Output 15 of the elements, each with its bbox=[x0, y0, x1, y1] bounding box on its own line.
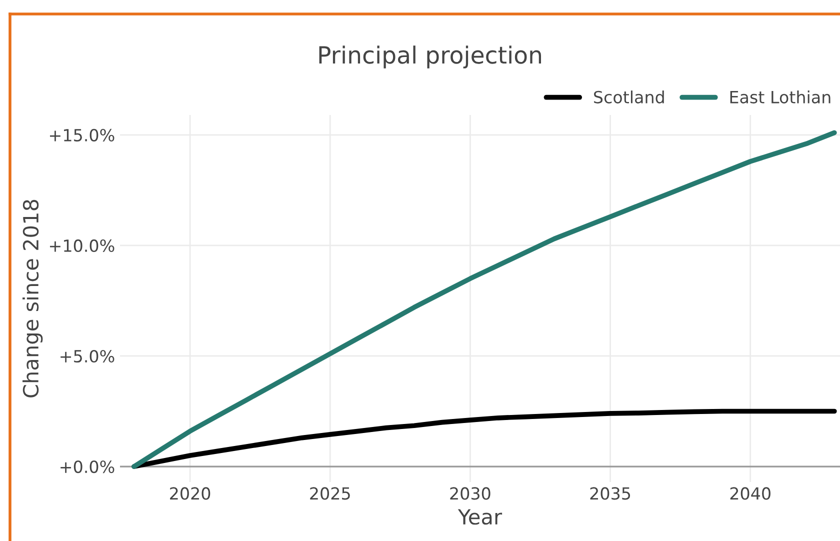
y-axis-title: Change since 2018 bbox=[22, 200, 43, 398]
legend-label: Scotland bbox=[594, 90, 664, 104]
x-tick-label: 2030 bbox=[450, 487, 490, 500]
x-tick-label: 2040 bbox=[730, 487, 770, 500]
x-tick-label: 2020 bbox=[170, 487, 210, 500]
x-tick-label: 2035 bbox=[590, 487, 630, 500]
x-tick-label: 2025 bbox=[310, 487, 350, 500]
legend-label: East Lothian bbox=[730, 90, 830, 104]
line-series bbox=[132, 130, 837, 469]
x-axis-title: Year bbox=[458, 509, 502, 525]
chart-title: Principal projection bbox=[319, 46, 542, 68]
y-tick-label: +10.0% bbox=[50, 239, 114, 252]
y-tick-label: +5.0% bbox=[60, 350, 114, 363]
y-tick-label: +0.0% bbox=[60, 460, 114, 474]
y-tick-label: +15.0% bbox=[50, 128, 114, 142]
